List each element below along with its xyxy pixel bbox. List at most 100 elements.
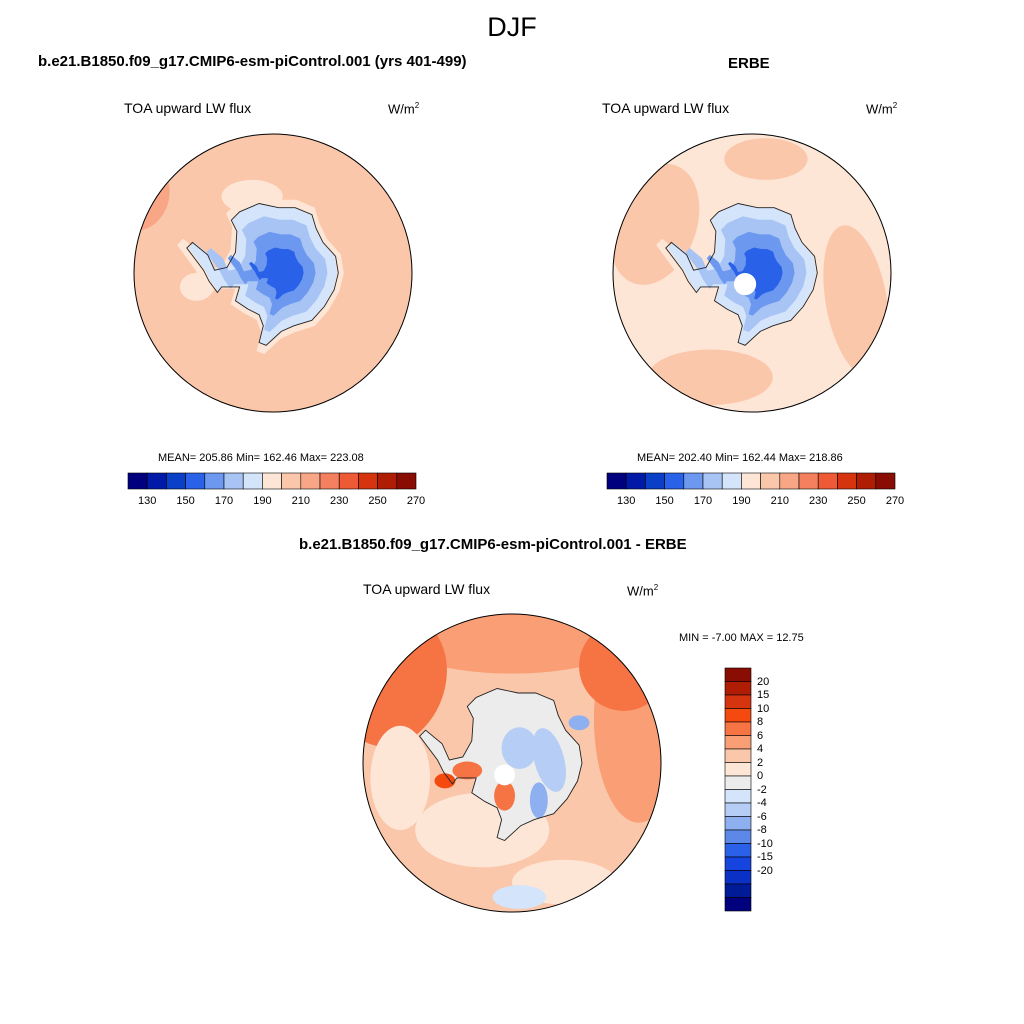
diff-polar-map xyxy=(362,613,662,913)
negative-patch xyxy=(568,715,590,731)
model-units-label: W/m2 xyxy=(388,101,420,117)
positive-patch xyxy=(434,773,456,789)
colorbar-tick-label: 210 xyxy=(770,495,789,507)
colorbar-swatch xyxy=(724,843,752,858)
colorbar-swatch xyxy=(377,472,398,490)
colorbar-swatch xyxy=(281,472,302,490)
colorbar-swatch xyxy=(300,472,321,490)
map-border xyxy=(612,133,892,413)
diff-panel-title: b.e21.B1850.f09_g17.CMIP6-esm-piControl.… xyxy=(299,536,687,553)
colorbar-swatch xyxy=(319,472,340,490)
colorbar-swatch xyxy=(724,694,752,709)
coastline xyxy=(665,203,818,346)
figure-title: DJF xyxy=(487,12,537,42)
colorbar-swatch xyxy=(724,856,752,871)
colorbar-tick-label: 270 xyxy=(406,495,426,507)
colorbar-swatch xyxy=(396,472,417,490)
map-border xyxy=(133,133,413,413)
coastline xyxy=(186,203,339,346)
warm-patch xyxy=(823,225,890,377)
colorbar-swatch xyxy=(817,472,838,490)
coastline xyxy=(419,688,583,842)
colorbar-tick-label: -10 xyxy=(757,837,773,850)
colorbar-tick-label: 170 xyxy=(693,495,713,507)
colorbar-swatch xyxy=(837,472,857,490)
negative-patch xyxy=(492,885,547,910)
colorbar-swatch xyxy=(262,472,282,490)
colorbar-tick-label: -6 xyxy=(757,810,767,823)
colorbar-swatch xyxy=(724,735,752,750)
colorbar-swatch xyxy=(760,472,781,490)
colorbar-swatch xyxy=(724,897,752,912)
colorbar-swatch xyxy=(724,762,752,777)
colorbar-swatch xyxy=(724,802,752,817)
colorbar-tick-label: 190 xyxy=(253,495,272,507)
colorbar-tick-label: -2 xyxy=(757,783,767,796)
negative-patch xyxy=(529,782,548,819)
warm-patch xyxy=(724,138,808,180)
colorbar-swatch xyxy=(664,472,685,490)
colorbar-tick-label: -4 xyxy=(757,797,767,809)
flux-contour-4 xyxy=(728,247,783,300)
colorbar-tick-label: 230 xyxy=(330,495,349,507)
colorbar-swatch xyxy=(724,883,752,898)
colorbar-tick-label: 15 xyxy=(757,689,770,701)
map-border xyxy=(362,613,662,913)
model-polar-map xyxy=(133,133,413,413)
colorbar-swatch xyxy=(798,472,819,490)
colorbar-swatch xyxy=(204,472,225,490)
colorbar-tick-label: -8 xyxy=(757,824,767,836)
colorbar-tick-label: 20 xyxy=(757,675,770,688)
colorbar-swatch xyxy=(185,472,206,490)
positive-patch xyxy=(494,780,515,811)
colorbar-tick-label: 8 xyxy=(757,716,764,728)
obs-stats: MEAN= 202.40 Min= 162.44 Max= 218.86 xyxy=(637,452,843,464)
colorbar-swatch xyxy=(724,748,752,763)
negative-patch xyxy=(501,727,538,769)
obs-panel-title: ERBE xyxy=(728,55,770,72)
colorbar-swatch xyxy=(127,472,148,490)
obs-variable-label: TOA upward LW flux xyxy=(602,100,730,116)
positive-patch xyxy=(452,761,483,780)
model-colorbar xyxy=(127,472,417,490)
colorbar-swatch xyxy=(358,472,378,490)
colorbar-swatch xyxy=(242,472,263,490)
colorbar-swatch xyxy=(724,870,752,885)
colorbar-swatch xyxy=(724,667,752,682)
diff-units-label: W/m2 xyxy=(627,583,659,599)
obs-units-label: W/m2 xyxy=(866,101,898,117)
colorbar-tick-label: 150 xyxy=(655,495,674,507)
flux-contour-4 xyxy=(249,247,304,300)
colorbar-tick-label: 230 xyxy=(809,495,828,507)
colorbar-swatch xyxy=(724,816,752,831)
colorbar-swatch xyxy=(625,472,646,490)
colorbar-swatch xyxy=(702,472,723,490)
colorbar-tick-label: 10 xyxy=(757,702,770,715)
colorbar-swatch xyxy=(724,775,752,790)
colorbar-tick-label: 190 xyxy=(732,495,751,507)
warm-patch xyxy=(647,349,773,406)
colorbar-swatch xyxy=(724,681,752,696)
model-panel-title: b.e21.B1850.f09_g17.CMIP6-esm-piControl.… xyxy=(38,53,467,70)
colorbar-swatch xyxy=(166,472,186,490)
colorbar-tick-label: 250 xyxy=(847,495,866,507)
negative-patch xyxy=(532,728,566,792)
colorbar-tick-label: 2 xyxy=(757,756,764,769)
colorbar-tick-label: 130 xyxy=(617,495,636,507)
positive-rim xyxy=(593,614,661,823)
colorbar-tick-label: 270 xyxy=(885,495,905,507)
obs-colorbar xyxy=(606,472,896,490)
colorbar-swatch xyxy=(146,472,167,490)
colorbar-swatch xyxy=(856,472,877,490)
colorbar-swatch xyxy=(683,472,704,490)
missing-data-hole xyxy=(733,273,757,296)
colorbar-tick-label: 170 xyxy=(214,495,234,507)
colorbar-swatch xyxy=(724,708,752,723)
colorbar-tick-label: -20 xyxy=(757,864,773,877)
colorbar-swatch xyxy=(338,472,359,490)
colorbar-swatch xyxy=(875,472,896,490)
colorbar-swatch xyxy=(724,721,752,736)
colorbar-swatch xyxy=(645,472,665,490)
colorbar-swatch xyxy=(223,472,244,490)
colorbar-tick-label: 130 xyxy=(138,495,157,507)
